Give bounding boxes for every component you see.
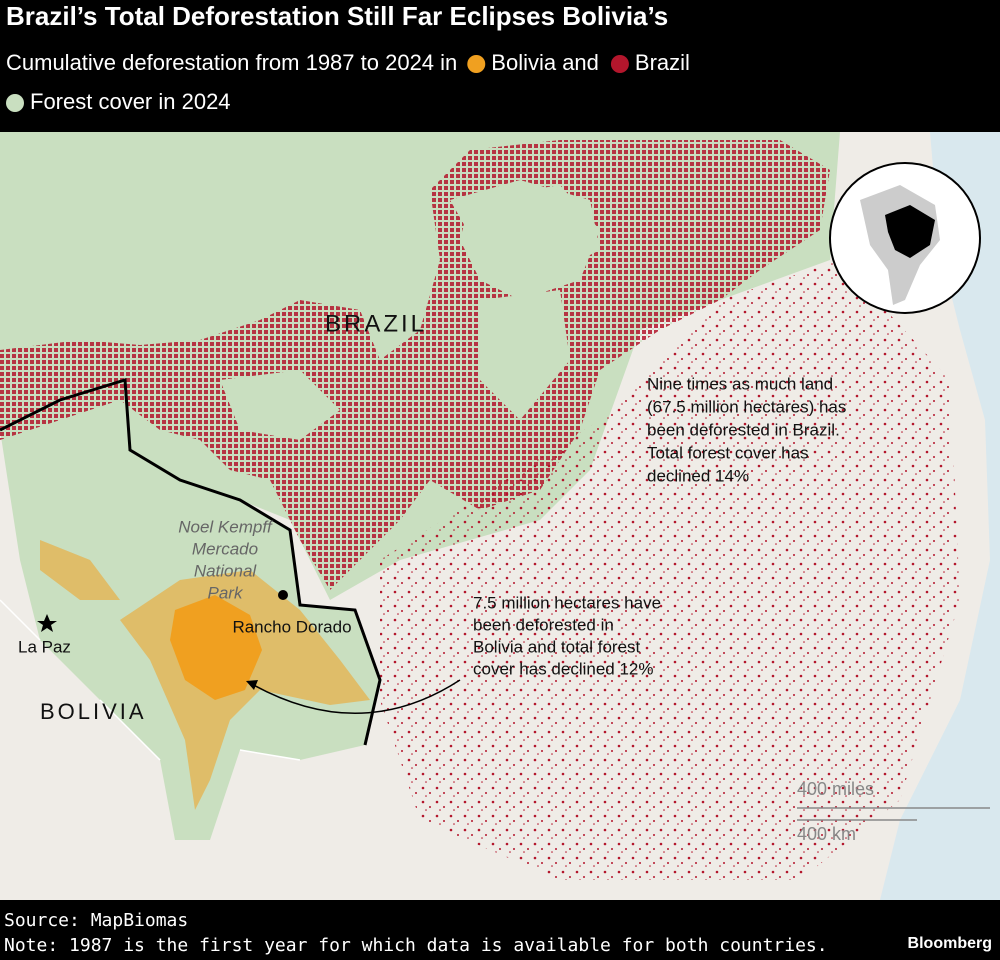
place-label: La Paz (18, 637, 71, 656)
arrow (249, 679, 461, 714)
legend-swatch (610, 55, 629, 73)
scattered-deforestation (380, 260, 960, 880)
annotation: Nine times as much land (67.5 million hec… (647, 374, 846, 485)
label-line: Total forest cover has (647, 443, 809, 462)
label-line: National (194, 561, 258, 580)
legend-label: Forest cover in 2024 (30, 89, 231, 114)
footer-bg (0, 900, 1000, 960)
inset-globe (829, 162, 981, 314)
country-label: BRAZIL (325, 310, 427, 337)
arrow-head (246, 680, 258, 690)
legend-swatch (467, 55, 486, 73)
title: Brazil’s Total Deforestation Still Far E… (6, 1, 668, 31)
label-line: been deforested in Brazil. (647, 420, 840, 439)
label-line: Bolivia and total forest (473, 637, 641, 656)
label-line: Park (208, 583, 244, 602)
bolivia-deforestation-spread (40, 540, 370, 810)
scale-label: 400 km (797, 824, 856, 844)
place-dot (278, 590, 288, 600)
country-label: BOLIVIA (40, 699, 147, 724)
map (0, 132, 1000, 900)
state-lines (0, 599, 301, 761)
label-line: Mercado (192, 539, 258, 558)
source: Source: MapBiomas (4, 910, 188, 931)
scale-label: 400 miles (797, 779, 874, 799)
note: Note: 1987 is the first year for which d… (4, 935, 828, 956)
label-line: Nine times as much land (647, 374, 833, 393)
label-line: been deforested in (473, 615, 614, 634)
label-line: (67.5 million hectares) has (647, 397, 846, 416)
forest-patches (220, 185, 600, 440)
label-line: 7.5 million hectares have (473, 593, 661, 612)
label-line: Rancho Dorado (232, 617, 351, 636)
label-line: Noel Kempff (178, 517, 274, 536)
legend-swatch (6, 94, 24, 112)
brand: Bloomberg (908, 935, 992, 952)
legend: Bolivia and Brazil Forest cover in 2024 (6, 50, 690, 114)
label-line: cover has declined 12% (473, 659, 654, 678)
annotation: 7.5 million hectares have been deforested… (473, 593, 661, 678)
subtitle: Cumulative deforestation from 1987 to 20… (6, 50, 457, 75)
legend-label: Bolivia and (491, 50, 599, 75)
legend-label: Brazil (635, 50, 690, 75)
capital-star (37, 614, 57, 632)
brazil-deforestation (0, 140, 830, 590)
ocean (880, 132, 1000, 900)
park-label: Noel Kempff Mercado National Park (178, 517, 274, 602)
label-line: declined 14% (647, 466, 749, 485)
border (0, 378, 382, 746)
place-label: Rancho Dorado (232, 617, 351, 636)
header-bg (0, 0, 1000, 132)
globe-brazil (885, 205, 935, 258)
